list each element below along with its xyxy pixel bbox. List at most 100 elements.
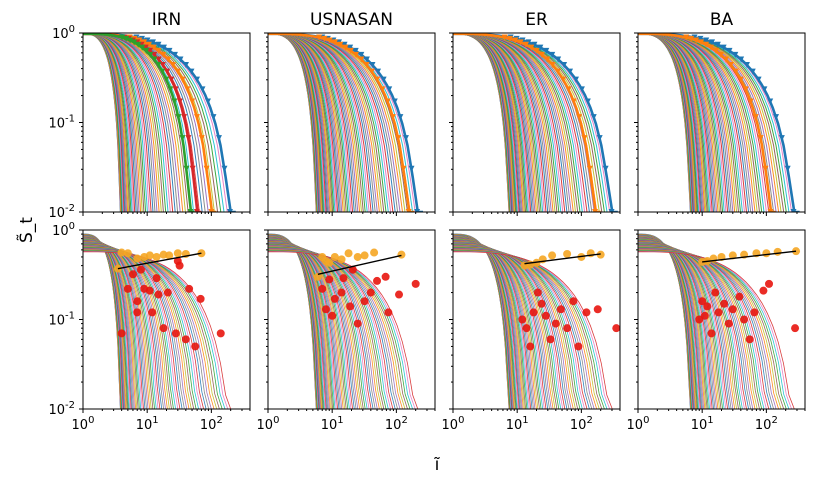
series-marker <box>720 44 727 51</box>
series-marker <box>189 98 196 105</box>
series-marker <box>342 44 349 51</box>
series-marker <box>184 86 191 93</box>
red-point <box>612 324 620 333</box>
red-point <box>569 297 578 306</box>
fit-line <box>117 252 202 270</box>
x-tick-label-exp: 0 <box>273 415 279 426</box>
red-point <box>411 279 420 288</box>
x-tick-label: 100 <box>442 415 465 433</box>
series-marker <box>570 98 577 105</box>
x-tick-label: 100 <box>72 415 95 433</box>
series-marker <box>167 86 174 93</box>
orange-point <box>728 251 737 260</box>
panel-frame <box>267 229 436 410</box>
red-point <box>154 290 163 299</box>
series-marker <box>169 62 176 69</box>
red-point <box>728 305 737 314</box>
series-marker <box>379 86 386 93</box>
series-marker <box>757 135 764 142</box>
series-marker <box>321 35 328 42</box>
y-tick-label-exp: -2 <box>65 400 75 411</box>
series-marker <box>347 44 354 51</box>
red-point <box>745 335 754 344</box>
series-marker <box>226 209 233 212</box>
series-marker <box>363 62 370 69</box>
series-marker <box>784 165 791 172</box>
y-axis-label: S̃_t <box>16 217 37 243</box>
series-marker <box>549 51 556 58</box>
series-marker <box>712 47 719 54</box>
x-tick-label: 100 <box>257 415 280 433</box>
x-tick-label: 100 <box>627 415 650 433</box>
red-point <box>791 324 800 333</box>
series-marker <box>177 56 184 63</box>
red-point <box>526 342 535 351</box>
series-marker <box>778 135 785 142</box>
x-tick-label-exp: 0 <box>458 415 464 426</box>
series-group <box>268 33 423 212</box>
red-point <box>325 275 334 284</box>
red-point <box>321 305 330 314</box>
series-marker <box>127 37 134 44</box>
series-marker <box>554 68 561 75</box>
fit-line <box>317 254 402 275</box>
series-marker <box>203 165 210 172</box>
x-tick-label-exp: 2 <box>771 415 777 426</box>
series-marker <box>149 39 156 46</box>
series-marker <box>208 209 215 212</box>
orange-point <box>123 249 132 258</box>
red-point <box>373 276 382 285</box>
series-marker <box>512 37 519 44</box>
series-marker <box>358 56 365 63</box>
red-point <box>330 294 339 303</box>
orange-point <box>313 272 322 281</box>
orange-point <box>344 249 353 258</box>
series-marker <box>697 35 704 42</box>
series-marker <box>544 56 551 63</box>
panel-ba-bottom: 100 101 102 <box>627 229 806 433</box>
series-marker <box>581 135 588 142</box>
red-point <box>216 329 225 338</box>
series-group <box>453 33 618 212</box>
series-marker <box>155 41 162 48</box>
series-marker <box>703 37 710 44</box>
series-marker <box>189 165 196 172</box>
orange-point <box>397 250 406 259</box>
series-marker <box>331 39 338 46</box>
series-marker <box>561 62 568 69</box>
red-point <box>533 288 542 297</box>
red-point <box>703 302 712 311</box>
red-point <box>175 261 184 270</box>
red-point <box>196 294 205 303</box>
y-tick-label: 10-1 <box>48 311 75 329</box>
red-point <box>148 308 157 317</box>
panel-title: ER <box>525 10 548 30</box>
series-marker <box>709 39 716 46</box>
series-marker <box>199 86 206 93</box>
series-line <box>268 251 423 409</box>
orange-point <box>165 251 174 260</box>
series-marker <box>374 76 381 83</box>
series-marker <box>722 56 729 63</box>
series-marker <box>738 56 745 63</box>
fit-line <box>524 253 601 265</box>
series-marker <box>533 47 540 54</box>
y-tick-label-exp: -1 <box>65 311 75 322</box>
series-marker <box>737 76 744 83</box>
series-marker <box>187 209 194 212</box>
series-marker <box>703 41 710 48</box>
red-point <box>750 308 759 317</box>
series-marker <box>749 68 756 75</box>
red-point <box>133 297 142 306</box>
series-marker <box>592 209 599 212</box>
red-point <box>541 311 550 320</box>
y-tick-label: 10-1 <box>48 114 75 132</box>
series-marker <box>549 62 556 69</box>
red-point <box>171 329 180 338</box>
red-point <box>128 270 137 279</box>
red-point <box>720 299 729 308</box>
series-marker <box>389 114 396 121</box>
red-point <box>152 274 161 283</box>
series-marker <box>708 44 715 51</box>
series-marker <box>175 114 182 121</box>
